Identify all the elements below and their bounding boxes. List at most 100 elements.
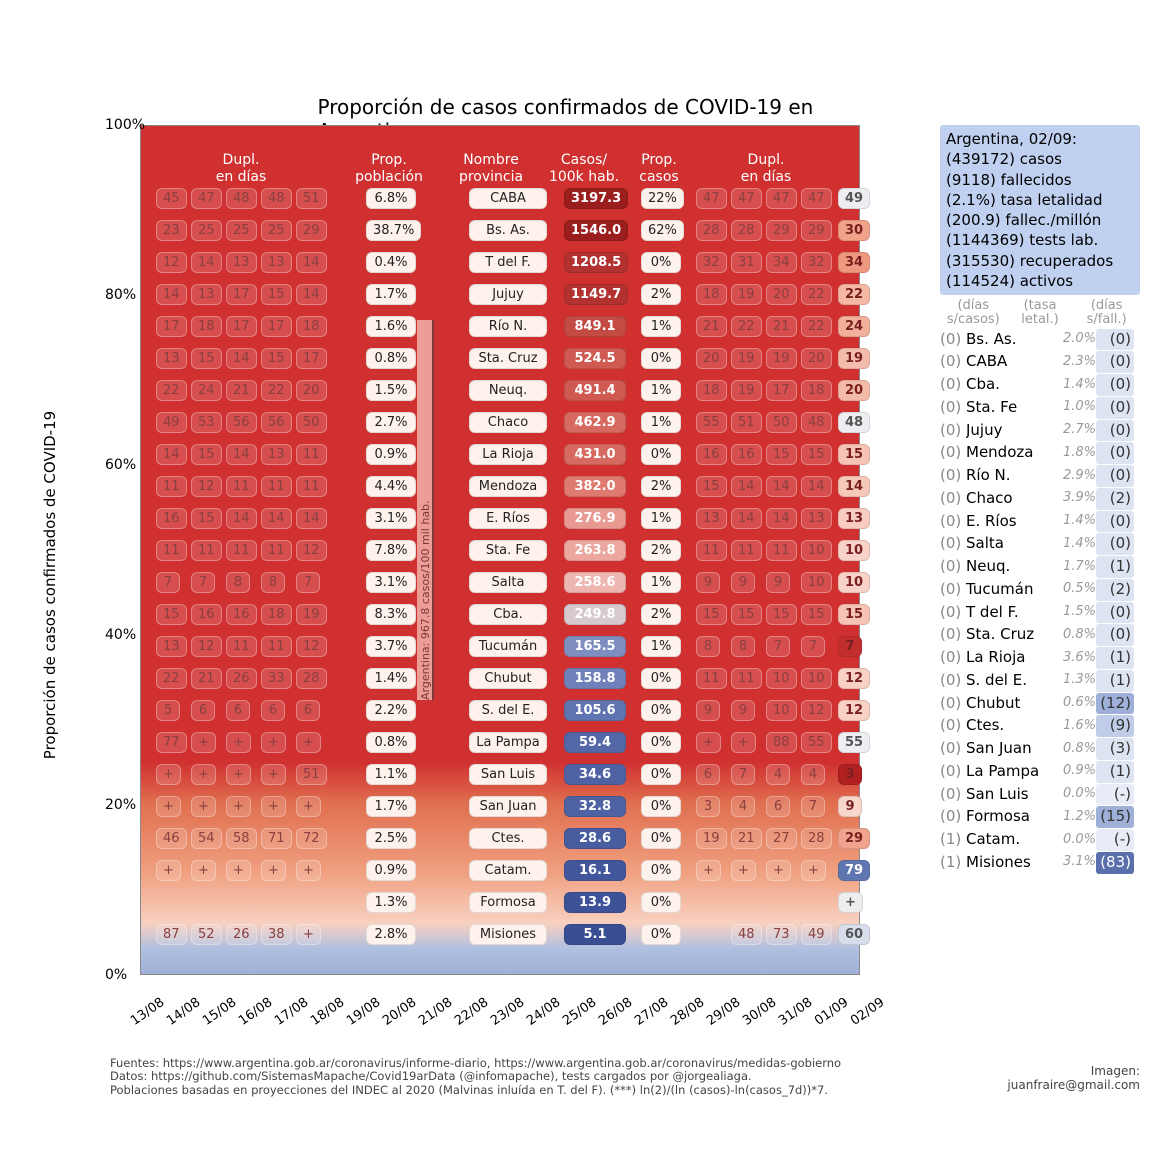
prop-poblacion-cell: 0.9% [366,860,416,881]
dupl-left-cell: 14 [156,444,187,465]
side-fall-days: (0) [1096,533,1134,555]
x-tick: 28/08 [668,995,707,1029]
side-days: (0) [940,397,966,419]
dupl-left-cell: + [156,764,181,785]
dupl-left-cell: 7 [156,572,180,593]
dupl-right-cell: 8 [731,636,755,657]
dupl-left-cell: 6 [191,700,215,721]
side-province: Mendoza [966,442,1048,464]
side-province: Chaco [966,488,1048,510]
footer: Fuentes: https://www.argentina.gob.ar/co… [110,1057,841,1098]
prop-casos-cell: 0% [641,924,681,945]
dupl-left-cell: 14 [226,348,257,369]
side-fall-days: (1) [1096,556,1134,578]
casos-100k-cell: 382.0 [564,476,626,497]
dupl-right-cell: 15 [731,604,762,625]
side-letalidad: 3.1% [1048,853,1096,872]
dupl-left-cell: 14 [296,508,327,529]
dupl-left-cell: 48 [261,188,292,209]
dupl-left-cell: + [296,924,321,945]
province-name-cell: Mendoza [469,476,547,497]
dupl-right-cell: 28 [801,828,832,849]
y-tick: 0% [105,967,127,983]
side-fall-days: (83) [1096,852,1134,874]
x-tick: 14/08 [164,995,203,1029]
dupl-right-cell: + [696,860,721,881]
side-row: (0) Ctes. 1.6% (9) [940,715,1140,737]
dupl-right-cell: 20 [766,284,797,305]
dupl-left-cell: + [296,796,321,817]
province-name-cell: Salta [469,572,547,593]
prop-poblacion-cell: 7.8% [366,540,416,561]
casos-100k-cell: 105.6 [564,700,626,721]
dupl-right-cell: 12 [801,700,832,721]
dupl-left-cell: 77 [156,732,187,753]
side-row: (0) Sta. Fe 1.0% (0) [940,397,1140,419]
dupl-right-cell: 4 [731,796,755,817]
province-name-cell: Río N. [469,316,547,337]
side-days: (0) [940,806,966,828]
side-letalidad: 1.3% [1048,671,1096,690]
dupl-left-cell: 11 [156,540,187,561]
x-tick: 25/08 [560,995,599,1029]
casos-100k-cell: 16.1 [564,860,626,881]
side-row: (0) Chaco 3.9% (2) [940,488,1140,510]
dupl-left-cell: 13 [156,348,187,369]
side-province: Jujuy [966,420,1048,442]
prop-poblacion-cell: 0.4% [366,252,416,273]
side-letalidad: 2.0% [1048,330,1096,349]
side-row: (0) CABA 2.3% (0) [940,351,1140,373]
dupl-left-cell: 15 [191,508,222,529]
x-tick: 29/08 [704,995,743,1029]
summary-line: (439172) casos [946,149,1134,169]
final-dupl-cell: 22 [838,284,870,305]
side-days: (0) [940,647,966,669]
side-province: Bs. As. [966,329,1048,351]
prop-casos-cell: 2% [641,476,681,497]
dupl-left-cell: 17 [156,316,187,337]
footer-line: Poblaciones basadas en proyecciones del … [110,1084,841,1098]
dupl-right-cell: 9 [731,700,755,721]
side-fall-days: (0) [1096,602,1134,624]
prop-poblacion-cell: 3.1% [366,572,416,593]
side-row: (0) Formosa 1.2% (15) [940,806,1140,828]
casos-100k-cell: 258.6 [564,572,626,593]
side-days: (0) [940,784,966,806]
prop-poblacion-cell: 1.6% [366,316,416,337]
footer-line: Datos: https://github.com/SistemasMapach… [110,1070,841,1084]
side-province: S. del E. [966,670,1048,692]
dupl-left-cell: 13 [191,284,222,305]
x-tick: 18/08 [308,995,347,1029]
side-row: (0) S. del E. 1.3% (1) [940,670,1140,692]
side-days: (0) [940,488,966,510]
casos-100k-cell: 276.9 [564,508,626,529]
province-name-cell: E. Ríos [469,508,547,529]
side-letalidad: 1.4% [1048,376,1096,395]
side-row: (0) Salta 1.4% (0) [940,533,1140,555]
dupl-right-cell: 20 [801,348,832,369]
dupl-right-cell: 10 [801,540,832,561]
side-fall-days: (0) [1096,351,1134,373]
dupl-right-cell: 14 [731,476,762,497]
prop-poblacion-cell: 6.8% [366,188,416,209]
dupl-left-cell: 12 [191,476,222,497]
dupl-right-cell: 51 [731,412,762,433]
dupl-left-cell: + [261,796,286,817]
dupl-left-cell: 24 [191,380,222,401]
prop-casos-cell: 0% [641,764,681,785]
dupl-left-cell: 17 [296,348,327,369]
x-tick: 20/08 [380,995,419,1029]
dupl-right-cell: 19 [766,348,797,369]
dupl-left-cell: 48 [226,188,257,209]
prop-casos-cell: 0% [641,860,681,881]
dupl-left-cell: 13 [226,252,257,273]
final-dupl-cell: 7 [838,636,862,657]
dupl-left-cell: 11 [226,636,257,657]
dupl-left-cell: 14 [226,444,257,465]
dupl-left-cell: 12 [296,636,327,657]
reference-line: Argentina: 967.8 casos/100 mil hab. [417,320,434,700]
dupl-left-cell: 12 [156,252,187,273]
dupl-right-cell: 73 [766,924,797,945]
side-letalidad: 0.5% [1048,580,1096,599]
col-header-pc: Prop. casos [639,152,678,186]
